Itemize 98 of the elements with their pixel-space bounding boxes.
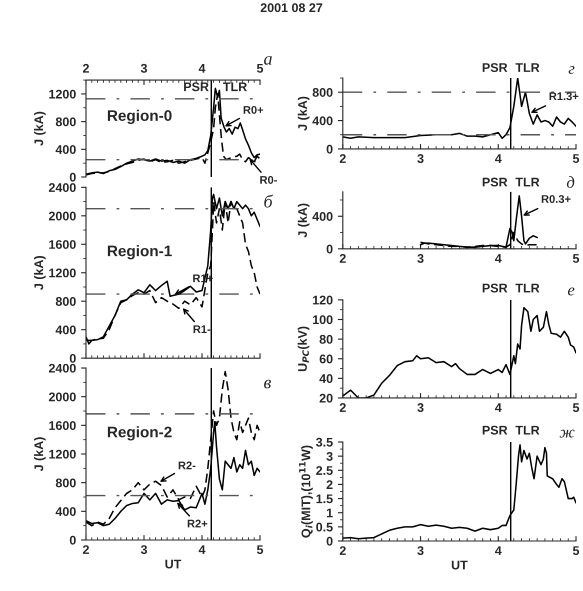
y-tick-label: 400 [312, 212, 333, 221]
annotation: R2+ [188, 520, 208, 528]
y-tick-label: 2000 [48, 392, 76, 402]
text: б [264, 194, 274, 208]
y-tick-label: 0 [326, 144, 333, 154]
text: е [568, 287, 574, 296]
annotation: R1- [194, 325, 210, 334]
y-axis-title: J (kA) [34, 112, 46, 146]
x-tick-label: 4 [198, 64, 206, 73]
annotation: R2- [178, 461, 196, 470]
annotation: R0+ [244, 106, 264, 114]
y-tick-label: 1 [326, 508, 333, 518]
y-tick-label: 3 [326, 452, 333, 461]
x-tick-label: 5 [572, 546, 580, 556]
text: PSR [482, 284, 508, 292]
y-tick-label: 400 [312, 116, 333, 126]
annotation: R0- [260, 176, 277, 184]
x-tick-label: 4 [494, 154, 502, 163]
x-tick-label: 5 [256, 64, 264, 73]
y-tick-label: 20 [320, 394, 333, 403]
y-tick-label: 400 [56, 507, 76, 516]
x-tick-label: 2 [340, 546, 346, 555]
y-tick-label: 800 [56, 478, 76, 488]
x-tick-label: 3 [140, 64, 148, 73]
y-tick-label: 0 [326, 244, 333, 254]
y-axis-title: J (kA) [34, 256, 46, 290]
y-tick-label: 2000 [48, 212, 76, 220]
text: а [264, 56, 272, 65]
y-tick-label: 40 [319, 374, 333, 384]
x-tick-label: 2 [340, 254, 346, 263]
y-tick-label: 800 [312, 88, 333, 97]
y-axis-title: J (kA) [298, 204, 310, 238]
y-tick-label: 1600 [49, 421, 76, 430]
y-tick-label: 1.5 [316, 494, 333, 504]
x-tick-label: 4 [494, 254, 502, 263]
annotation: Region-2 [108, 426, 172, 441]
text: в [264, 380, 272, 388]
y-tick-label: 1200 [49, 268, 76, 278]
x-tick-label: 2 [82, 64, 89, 73]
text: ж [560, 430, 575, 438]
x-tick-label: 4 [494, 403, 502, 412]
annotation: R1.3+ [550, 92, 578, 100]
x-axis-title: UT [165, 560, 182, 568]
y-tick-label: 1200 [49, 450, 76, 459]
y-tick-label: 2400 [48, 364, 76, 373]
text: PSR [482, 426, 508, 435]
annotation: TLR [223, 82, 247, 92]
x-tick-label: 2 [82, 545, 89, 554]
text: г [568, 66, 574, 74]
y-tick-label: 0 [70, 536, 76, 545]
x-tick-label: 3 [417, 546, 424, 556]
y-axis-title: U$_{PC}$(kV) [298, 326, 310, 372]
y-axis-title: J (kA) [34, 437, 46, 472]
y-tick-label: 400 [56, 145, 76, 154]
x-tick-label: 2 [340, 154, 346, 163]
x-tick-label: 5 [572, 403, 580, 412]
y-tick-label: 3.5 [316, 438, 333, 447]
y-tick-label: 1600 [49, 240, 76, 249]
x-tick-label: 3 [417, 154, 424, 163]
text: TLR [516, 178, 540, 186]
text: TLR [516, 63, 540, 72]
y-tick-label: 80 [320, 334, 333, 344]
y-tick-label: 0 [70, 172, 76, 182]
y-tick-label: 100 [313, 315, 333, 324]
x-tick-label: 4 [198, 545, 206, 554]
y-tick-label: 800 [56, 297, 76, 306]
y-tick-label: 0 [326, 536, 333, 546]
x-tick-label: 5 [256, 545, 264, 554]
y-tick-label: 2 [326, 480, 333, 489]
x-tick-label: 5 [572, 154, 580, 163]
x-tick-label: 3 [417, 254, 424, 263]
text: 2001 08 27 [260, 3, 322, 12]
y-axis-title: Q$_{i}$(MIT),(10$^{11}$W) [299, 446, 313, 538]
y-tick-label: 1200 [49, 90, 76, 99]
y-tick-label: 0.5 [316, 522, 333, 532]
y-tick-label: 2.5 [316, 466, 333, 475]
x-axis-title: UT [452, 560, 468, 570]
y-tick-label: 120 [313, 296, 333, 305]
annotation: R0.3+ [542, 195, 571, 203]
y-axis-title: J (kA) [298, 96, 310, 131]
annotation: PSR [184, 82, 209, 92]
x-tick-label: 5 [572, 254, 580, 263]
annotation: Region-1 [108, 245, 172, 260]
x-tick-label: 3 [417, 403, 424, 412]
x-tick-label: 4 [494, 546, 502, 555]
y-tick-label: 2400 [48, 183, 76, 192]
y-tick-label: 0 [70, 354, 76, 363]
annotation: Region-0 [108, 110, 172, 124]
y-tick-label: 60 [320, 354, 333, 364]
text: TLR [516, 284, 540, 292]
x-tick-label: 3 [140, 545, 148, 554]
text: PSR [482, 63, 508, 72]
y-tick-label: 400 [56, 325, 76, 334]
y-tick-label: 800 [56, 117, 76, 126]
x-tick-label: 2 [340, 403, 346, 412]
text: д [566, 176, 574, 188]
text: TLR [516, 426, 540, 434]
text: PSR [482, 178, 508, 187]
